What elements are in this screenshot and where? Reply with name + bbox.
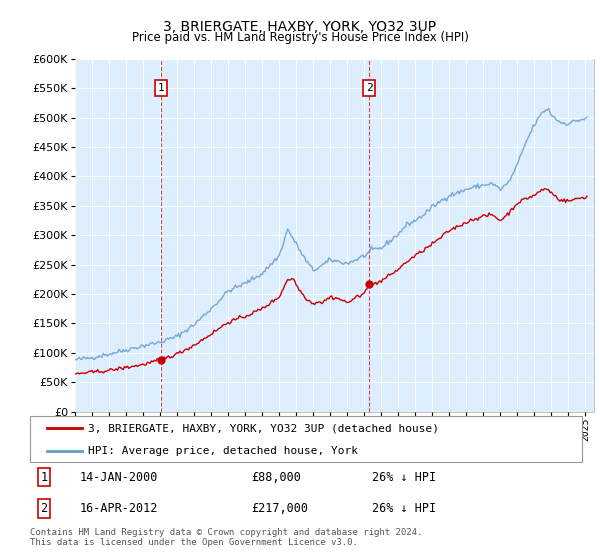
Text: 1: 1: [157, 83, 164, 93]
Text: HPI: Average price, detached house, York: HPI: Average price, detached house, York: [88, 446, 358, 455]
Text: 2: 2: [366, 83, 373, 93]
Text: 26% ↓ HPI: 26% ↓ HPI: [372, 502, 436, 515]
Text: 1: 1: [40, 470, 47, 483]
Text: 26% ↓ HPI: 26% ↓ HPI: [372, 470, 436, 483]
Text: £88,000: £88,000: [251, 470, 301, 483]
Text: 2: 2: [40, 502, 47, 515]
Text: Contains HM Land Registry data © Crown copyright and database right 2024.
This d: Contains HM Land Registry data © Crown c…: [30, 528, 422, 547]
Text: 3, BRIERGATE, HAXBY, YORK, YO32 3UP: 3, BRIERGATE, HAXBY, YORK, YO32 3UP: [163, 20, 437, 34]
Text: 14-JAN-2000: 14-JAN-2000: [80, 470, 158, 483]
Text: 16-APR-2012: 16-APR-2012: [80, 502, 158, 515]
Text: £217,000: £217,000: [251, 502, 308, 515]
Text: Price paid vs. HM Land Registry's House Price Index (HPI): Price paid vs. HM Land Registry's House …: [131, 31, 469, 44]
Text: 3, BRIERGATE, HAXBY, YORK, YO32 3UP (detached house): 3, BRIERGATE, HAXBY, YORK, YO32 3UP (det…: [88, 423, 439, 433]
